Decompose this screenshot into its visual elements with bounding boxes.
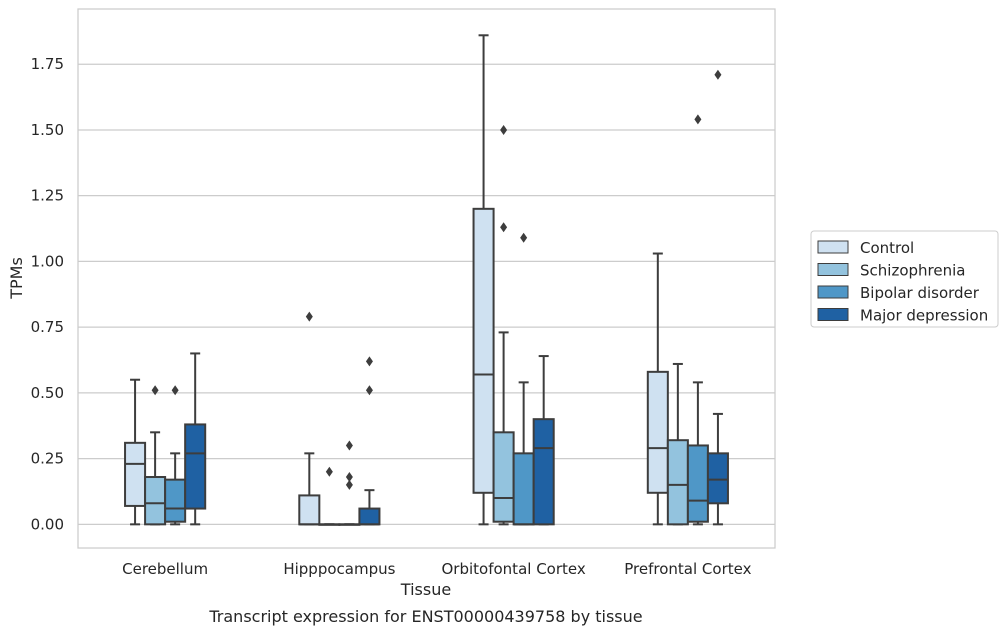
box-body	[706, 452, 729, 505]
boxplot-series	[124, 34, 729, 526]
outlier-point	[500, 124, 508, 135]
box-bipolar-disorder	[164, 385, 187, 526]
box-bipolar-disorder	[338, 440, 361, 526]
outlier-point	[714, 69, 722, 80]
outlier-point	[171, 385, 179, 396]
box-control	[646, 252, 669, 526]
x-axis-title: Tissue	[400, 580, 451, 599]
legend-label: Bipolar disorder	[860, 284, 980, 302]
legend-label: Major depression	[860, 307, 988, 325]
outlier-point	[500, 222, 508, 233]
outlier-point	[365, 356, 373, 367]
outlier-point	[305, 311, 313, 322]
y-tick-label: 1.25	[31, 187, 64, 205]
outlier-point	[365, 385, 373, 396]
legend-frame	[810, 230, 999, 328]
box-schizophrenia	[666, 362, 689, 526]
box-body	[164, 478, 187, 523]
legend-label: Schizophrenia	[860, 262, 965, 280]
y-axis: 0.00 0.25 0.50 0.75 1.00 1.25 1.50 1.75	[31, 55, 64, 533]
box-body	[532, 418, 555, 526]
legend: Control Schizophrenia Bipolar disorder Majo…	[810, 230, 999, 328]
y-tick-label: 0.25	[31, 450, 64, 468]
outlier-point	[694, 114, 702, 125]
y-tick-label: 1.75	[31, 55, 64, 73]
y-axis-title: TPMs	[7, 257, 26, 300]
box-schizophrenia	[144, 385, 167, 526]
plot-frame	[77, 8, 776, 549]
x-tick-label: Orbitofontal Cortex	[442, 560, 586, 578]
outlier-point	[520, 232, 528, 243]
y-tick-label: 0.00	[31, 515, 64, 533]
box-control	[124, 378, 147, 526]
box-control	[472, 34, 495, 526]
legend-swatch	[817, 285, 849, 299]
box-body	[646, 370, 669, 494]
box-body	[666, 439, 689, 526]
y-tick-label: 0.75	[31, 318, 64, 336]
box-bipolar-disorder	[512, 232, 535, 526]
box-body	[472, 207, 495, 494]
outlier-point	[151, 385, 159, 396]
legend-label: Control	[860, 239, 914, 257]
box-major-depression	[358, 356, 381, 526]
legend-swatch	[817, 263, 849, 276]
box-major-depression	[532, 355, 555, 526]
x-tick-label: Cerebellum	[122, 560, 208, 578]
box-body	[184, 423, 207, 510]
outlier-point	[325, 466, 333, 477]
box-body	[686, 444, 709, 523]
y-tick-label: 1.00	[31, 252, 64, 270]
legend-swatch	[817, 308, 849, 321]
legend-swatch	[817, 240, 849, 254]
box-schizophrenia	[492, 124, 515, 526]
box-major-depression	[184, 352, 207, 526]
box-body	[144, 476, 167, 526]
x-axis: Cerebellum Hipppocampus Orbitofontal Corte…	[122, 560, 751, 578]
y-tick-label: 0.50	[31, 384, 64, 402]
box-body	[492, 431, 515, 523]
x-tick-label: Hipppocampus	[283, 560, 395, 578]
box-major-depression	[706, 69, 729, 526]
chart-caption: Transcript expression for ENST0000043975…	[208, 607, 642, 626]
outlier-point	[345, 440, 353, 451]
outlier-point	[345, 479, 353, 490]
box-body	[358, 507, 381, 526]
box-bipolar-disorder	[686, 114, 709, 526]
outlier-point	[345, 472, 353, 483]
y-tick-label: 1.50	[31, 121, 64, 139]
box-body	[298, 494, 321, 526]
box-body	[124, 441, 147, 507]
box-schizophrenia	[318, 466, 341, 526]
box-control	[298, 311, 321, 526]
box-body	[512, 452, 535, 526]
x-tick-label: Prefrontal Cortex	[624, 560, 751, 578]
